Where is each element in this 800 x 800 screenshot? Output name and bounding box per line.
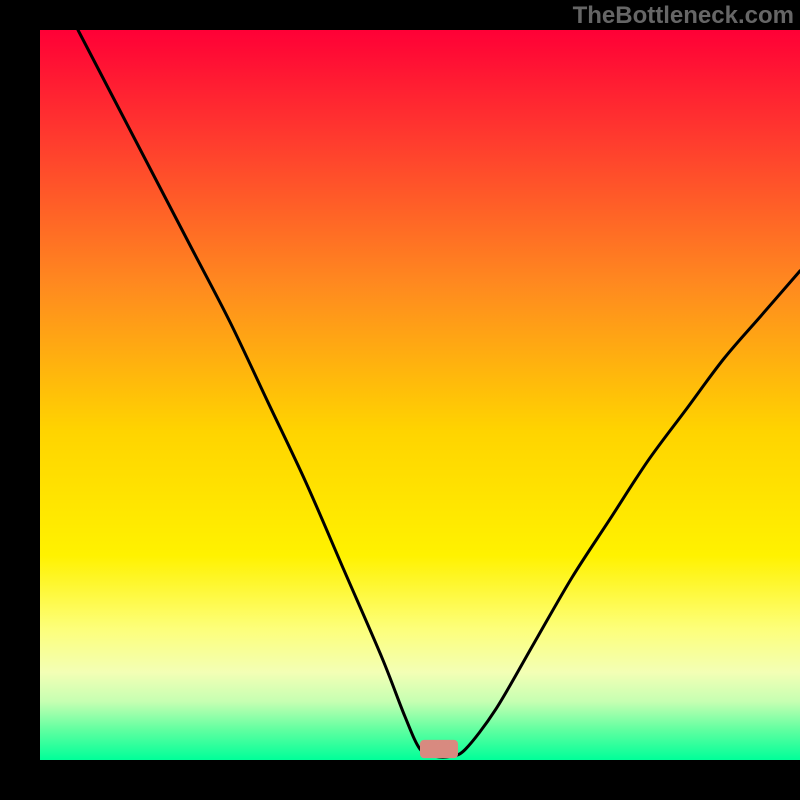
watermark-text: TheBottleneck.com xyxy=(573,2,794,30)
chart-frame: TheBottleneck.com xyxy=(0,0,800,800)
gradient-background xyxy=(40,30,800,760)
chart-svg xyxy=(40,30,800,760)
optimal-marker xyxy=(420,740,458,758)
plot-area xyxy=(40,30,800,760)
